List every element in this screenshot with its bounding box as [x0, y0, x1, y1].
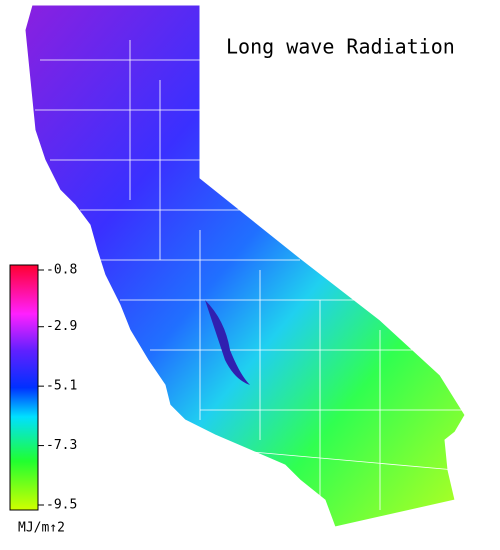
colorbar-tick-label: -2.9	[46, 319, 77, 334]
county-lines	[35, 40, 465, 510]
valley-feature	[205, 300, 250, 385]
colorbar-tick-label: -5.1	[46, 379, 77, 394]
colorbar-tick-label: -0.8	[46, 263, 77, 278]
colorbar-tick-label: -9.5	[46, 498, 77, 513]
state-shape	[24, 4, 466, 528]
colorbar	[9, 264, 39, 511]
colorbar-tick-label: -7.3	[46, 438, 77, 453]
colorbar-unit: MJ/m↑2	[18, 521, 65, 536]
map-title: Long wave Radiation	[226, 35, 455, 59]
